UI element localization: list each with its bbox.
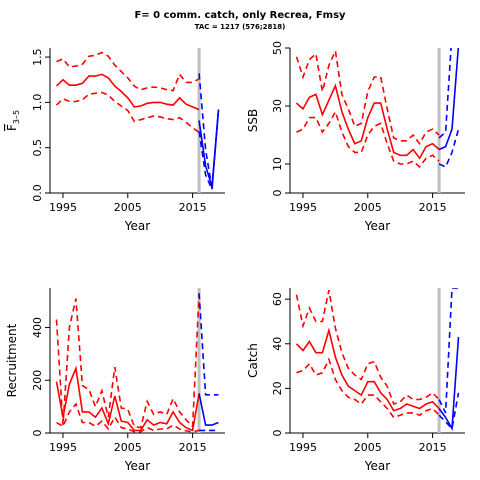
x-tick-label: 2015 (419, 441, 447, 454)
x-tick-label: 2005 (114, 441, 142, 454)
y-tick-label: 0 (31, 430, 44, 437)
page-title: F= 0 comm. catch, only Recrea, Fmsy (134, 10, 346, 21)
y-tick-label: 30 (271, 99, 284, 113)
x-axis-label: Year (364, 459, 390, 473)
x-tick-label: 2015 (179, 441, 207, 454)
series-projection (438, 48, 460, 151)
y-tick-label: 400 (31, 317, 44, 338)
series-historic (295, 83, 440, 160)
series-projection (198, 109, 220, 187)
x-tick-label: 2005 (114, 201, 142, 214)
series-historic-lower (55, 91, 200, 133)
page-subtitle: TAC = 1217 (576;2818) (194, 23, 286, 31)
x-tick-label: 2005 (354, 441, 382, 454)
y-tick-label: 200 (31, 370, 44, 391)
y-axis-label: F3–5 (5, 110, 21, 131)
series-projection-lower (198, 109, 220, 190)
x-axis-label: Year (364, 219, 390, 233)
chart-panel-f35: 1995 2005 2015 0.0 0.5 1.0 1.5 Year F3–5 (5, 48, 225, 233)
y-tick-label: 50 (271, 41, 284, 55)
y-tick-label: 1.0 (31, 94, 44, 112)
series-group (295, 288, 460, 433)
y-tick-label: 20 (271, 381, 284, 395)
series-projection-upper (198, 73, 220, 189)
series-historic (55, 365, 200, 432)
series-projection-lower (438, 392, 460, 431)
chart-panel-ssb: 1995 2005 2015 0 10 30 50 Year SSB (246, 41, 465, 233)
series-projection-upper (198, 293, 219, 396)
series-projection (438, 337, 460, 432)
series-projection-lower (438, 128, 460, 168)
series-projection-upper (438, 288, 459, 414)
x-tick-label: 2015 (419, 201, 447, 214)
series-historic-upper (295, 48, 440, 146)
series-group (55, 48, 220, 193)
y-tick-label: 0 (271, 430, 284, 437)
x-tick-label: 1995 (49, 201, 77, 214)
y-tick-label: 0.5 (31, 139, 44, 157)
series-historic-upper (56, 51, 200, 92)
x-tick-label: 1995 (49, 441, 77, 454)
y-tick-label: 1.5 (31, 48, 44, 66)
y-tick-label: 10 (271, 157, 284, 171)
y-axis-label: Recruitment (5, 323, 19, 397)
y-axis-label: Catch (246, 343, 260, 378)
x-axis-label: Year (124, 459, 150, 473)
chart-panel-recruitment: 1995 2005 2015 0 200 400 Year Recruitment (5, 288, 225, 473)
x-tick-label: 1995 (289, 201, 317, 214)
series-projection-upper (438, 48, 452, 139)
y-tick-label: 0 (271, 190, 284, 197)
x-tick-label: 2015 (179, 201, 207, 214)
y-axis-label: SSB (246, 109, 260, 132)
y-tick-label: 60 (271, 292, 284, 306)
x-tick-label: 2005 (354, 201, 382, 214)
series-historic-lower (296, 357, 440, 419)
series-historic (55, 73, 200, 111)
y-tick-label: 40 (271, 337, 284, 351)
series-projection (198, 393, 219, 426)
y-tick-label: 0.0 (31, 184, 44, 202)
chart-panel-catch: 1995 2005 2015 0 20 40 60 Year Catch (246, 288, 465, 473)
series-group (55, 288, 219, 433)
y-axis-label-main: F (5, 124, 19, 131)
series-historic (295, 327, 440, 412)
series-historic-upper (295, 290, 440, 406)
y-axis-label-sub: 3–5 (12, 110, 21, 124)
x-axis-label: Year (124, 219, 150, 233)
series-historic-upper (55, 293, 200, 429)
x-tick-label: 1995 (289, 441, 317, 454)
series-group (295, 48, 460, 193)
